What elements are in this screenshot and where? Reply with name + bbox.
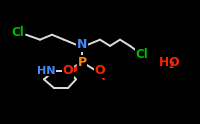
Text: HN: HN xyxy=(37,66,55,76)
Text: Cl: Cl xyxy=(12,26,24,39)
Text: P: P xyxy=(77,56,87,68)
Text: O: O xyxy=(95,64,105,77)
Text: 2: 2 xyxy=(168,61,174,70)
Text: H: H xyxy=(159,56,169,68)
Text: O: O xyxy=(169,56,179,68)
Text: O: O xyxy=(63,64,73,77)
Text: Cl: Cl xyxy=(136,48,148,61)
Text: N: N xyxy=(77,38,87,51)
